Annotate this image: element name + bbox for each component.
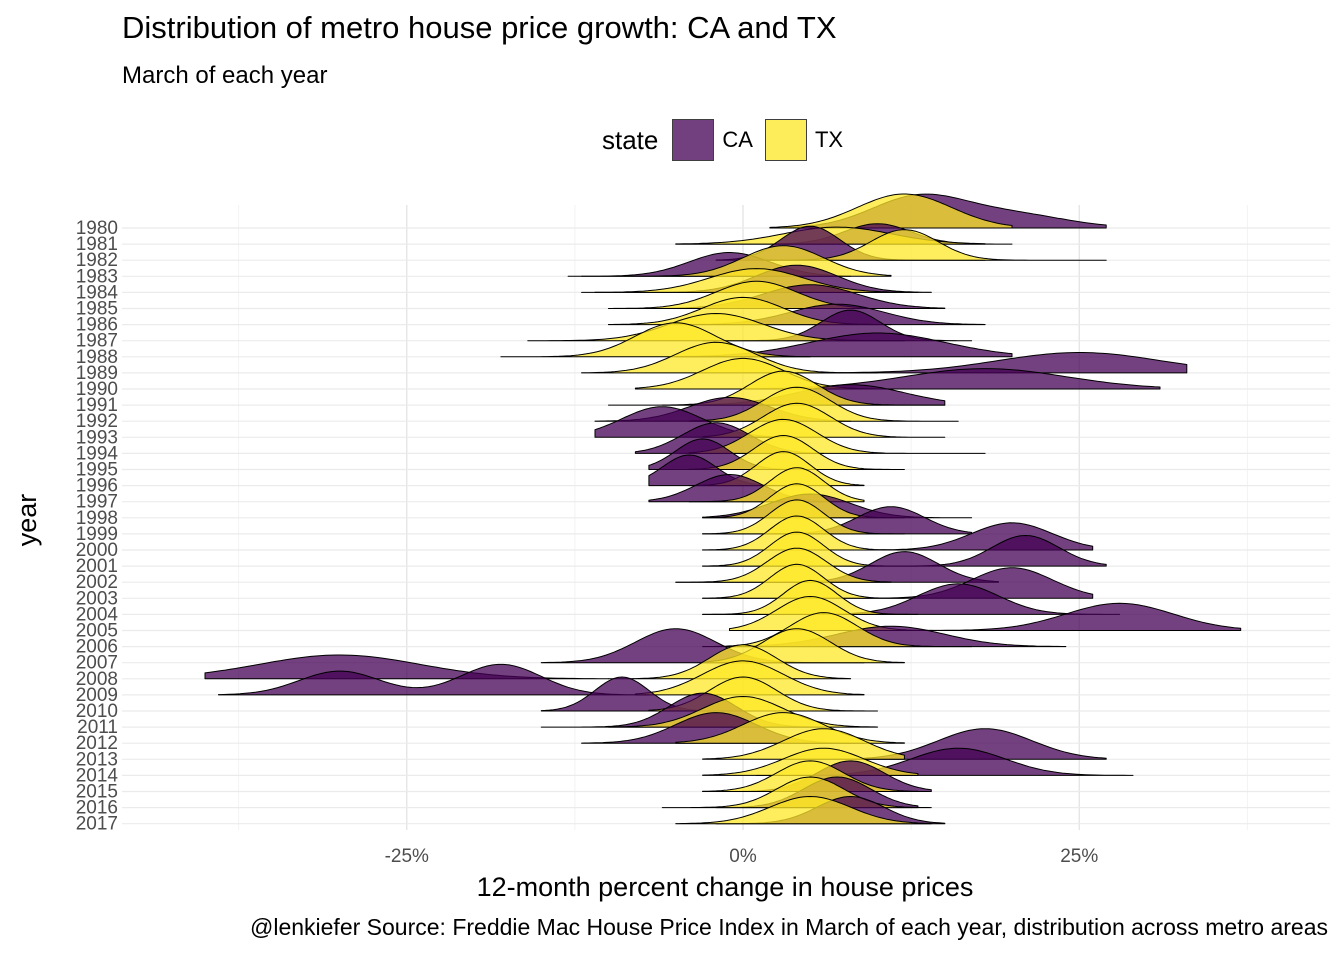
legend-key-ca <box>672 119 715 161</box>
ridge-tx-2013 <box>702 728 905 760</box>
y-tick-2003: 2003 <box>76 588 118 609</box>
y-tick-2008: 2008 <box>76 669 118 690</box>
y-tick-1984: 1984 <box>76 282 119 303</box>
y-tick-2015: 2015 <box>76 782 118 803</box>
y-tick-2007: 2007 <box>76 653 118 674</box>
x-axis-label: 12-month percent change in house prices <box>476 872 974 902</box>
y-tick-1999: 1999 <box>76 524 118 545</box>
y-tick-1986: 1986 <box>76 315 118 336</box>
y-tick-2013: 2013 <box>76 749 118 770</box>
y-tick-2014: 2014 <box>76 765 119 786</box>
y-tick-2010: 2010 <box>76 701 118 722</box>
y-tick-1995: 1995 <box>76 460 118 481</box>
y-tick-1992: 1992 <box>76 411 118 432</box>
y-tick-1989: 1989 <box>76 363 118 384</box>
y-tick-1987: 1987 <box>76 331 118 352</box>
y-tick-1981: 1981 <box>76 234 118 255</box>
x-tick--25%: -25% <box>385 846 429 867</box>
legend-item-tx: TX <box>764 119 844 161</box>
y-tick-1990: 1990 <box>76 379 118 400</box>
y-tick-1994: 1994 <box>76 443 119 464</box>
y-tick-2006: 2006 <box>76 637 118 658</box>
legend: state CA TX <box>602 118 855 162</box>
y-tick-1993: 1993 <box>76 427 118 448</box>
ridge-tx-1984 <box>594 268 919 293</box>
ridge-tx-1985 <box>608 280 865 309</box>
ridge-tx-2002 <box>675 547 892 583</box>
y-tick-1997: 1997 <box>76 492 118 513</box>
ridge-tx-1995 <box>688 435 905 470</box>
y-tick-2004: 2004 <box>76 604 119 625</box>
ridge-tx-1980 <box>769 193 1013 229</box>
x-axis-ticks: -25% 0% 25% <box>385 846 1099 867</box>
ridge-tx-1989 <box>581 341 878 374</box>
y-tick-1991: 1991 <box>76 395 118 416</box>
ridge-tx-1992 <box>688 386 959 422</box>
ridge-ca-2009 <box>218 663 650 696</box>
chart-title: Distribution of metro house price growth… <box>122 10 837 45</box>
y-tick-2017: 2017 <box>76 814 118 835</box>
chart-caption: @lenkiefer Source: Freddie Mac House Pri… <box>249 914 1328 940</box>
y-tick-2016: 2016 <box>76 798 118 819</box>
legend-title: state <box>602 124 659 155</box>
y-tick-2005: 2005 <box>76 621 118 642</box>
y-tick-2001: 2001 <box>76 556 118 577</box>
y-axis-label: year <box>12 493 42 547</box>
y-tick-1996: 1996 <box>76 476 118 497</box>
legend-label-tx: TX <box>814 127 844 152</box>
y-tick-2009: 2009 <box>76 685 118 706</box>
y-tick-1980: 1980 <box>76 218 118 239</box>
ridge-tx-2011 <box>608 696 878 728</box>
y-tick-2000: 2000 <box>76 540 118 561</box>
legend-key-tx <box>764 119 807 161</box>
x-tick-0%: 0% <box>729 846 757 867</box>
y-axis-ticks: 1980198119821983198419851986198719881989… <box>76 218 119 835</box>
chart-subtitle: March of each year <box>122 62 328 89</box>
x-tick-25%: 25% <box>1060 846 1098 867</box>
y-tick-1983: 1983 <box>76 266 118 287</box>
ridge-tx-2008 <box>608 644 852 680</box>
ridge-tx-1997 <box>688 467 865 503</box>
y-tick-1982: 1982 <box>76 250 118 271</box>
ridge-ca-2008 <box>204 654 609 680</box>
y-tick-2012: 2012 <box>76 733 118 754</box>
y-tick-2011: 2011 <box>77 717 118 738</box>
ridges <box>204 193 1242 825</box>
y-tick-1998: 1998 <box>76 508 118 529</box>
y-tick-1988: 1988 <box>76 347 118 368</box>
y-tick-1985: 1985 <box>76 299 118 320</box>
y-tick-2002: 2002 <box>76 572 118 593</box>
ridge-tx-2017 <box>675 796 932 825</box>
legend-label-ca: CA <box>722 127 753 152</box>
ridge-tx-2015 <box>702 760 919 792</box>
legend-item-ca: CA <box>672 119 753 161</box>
